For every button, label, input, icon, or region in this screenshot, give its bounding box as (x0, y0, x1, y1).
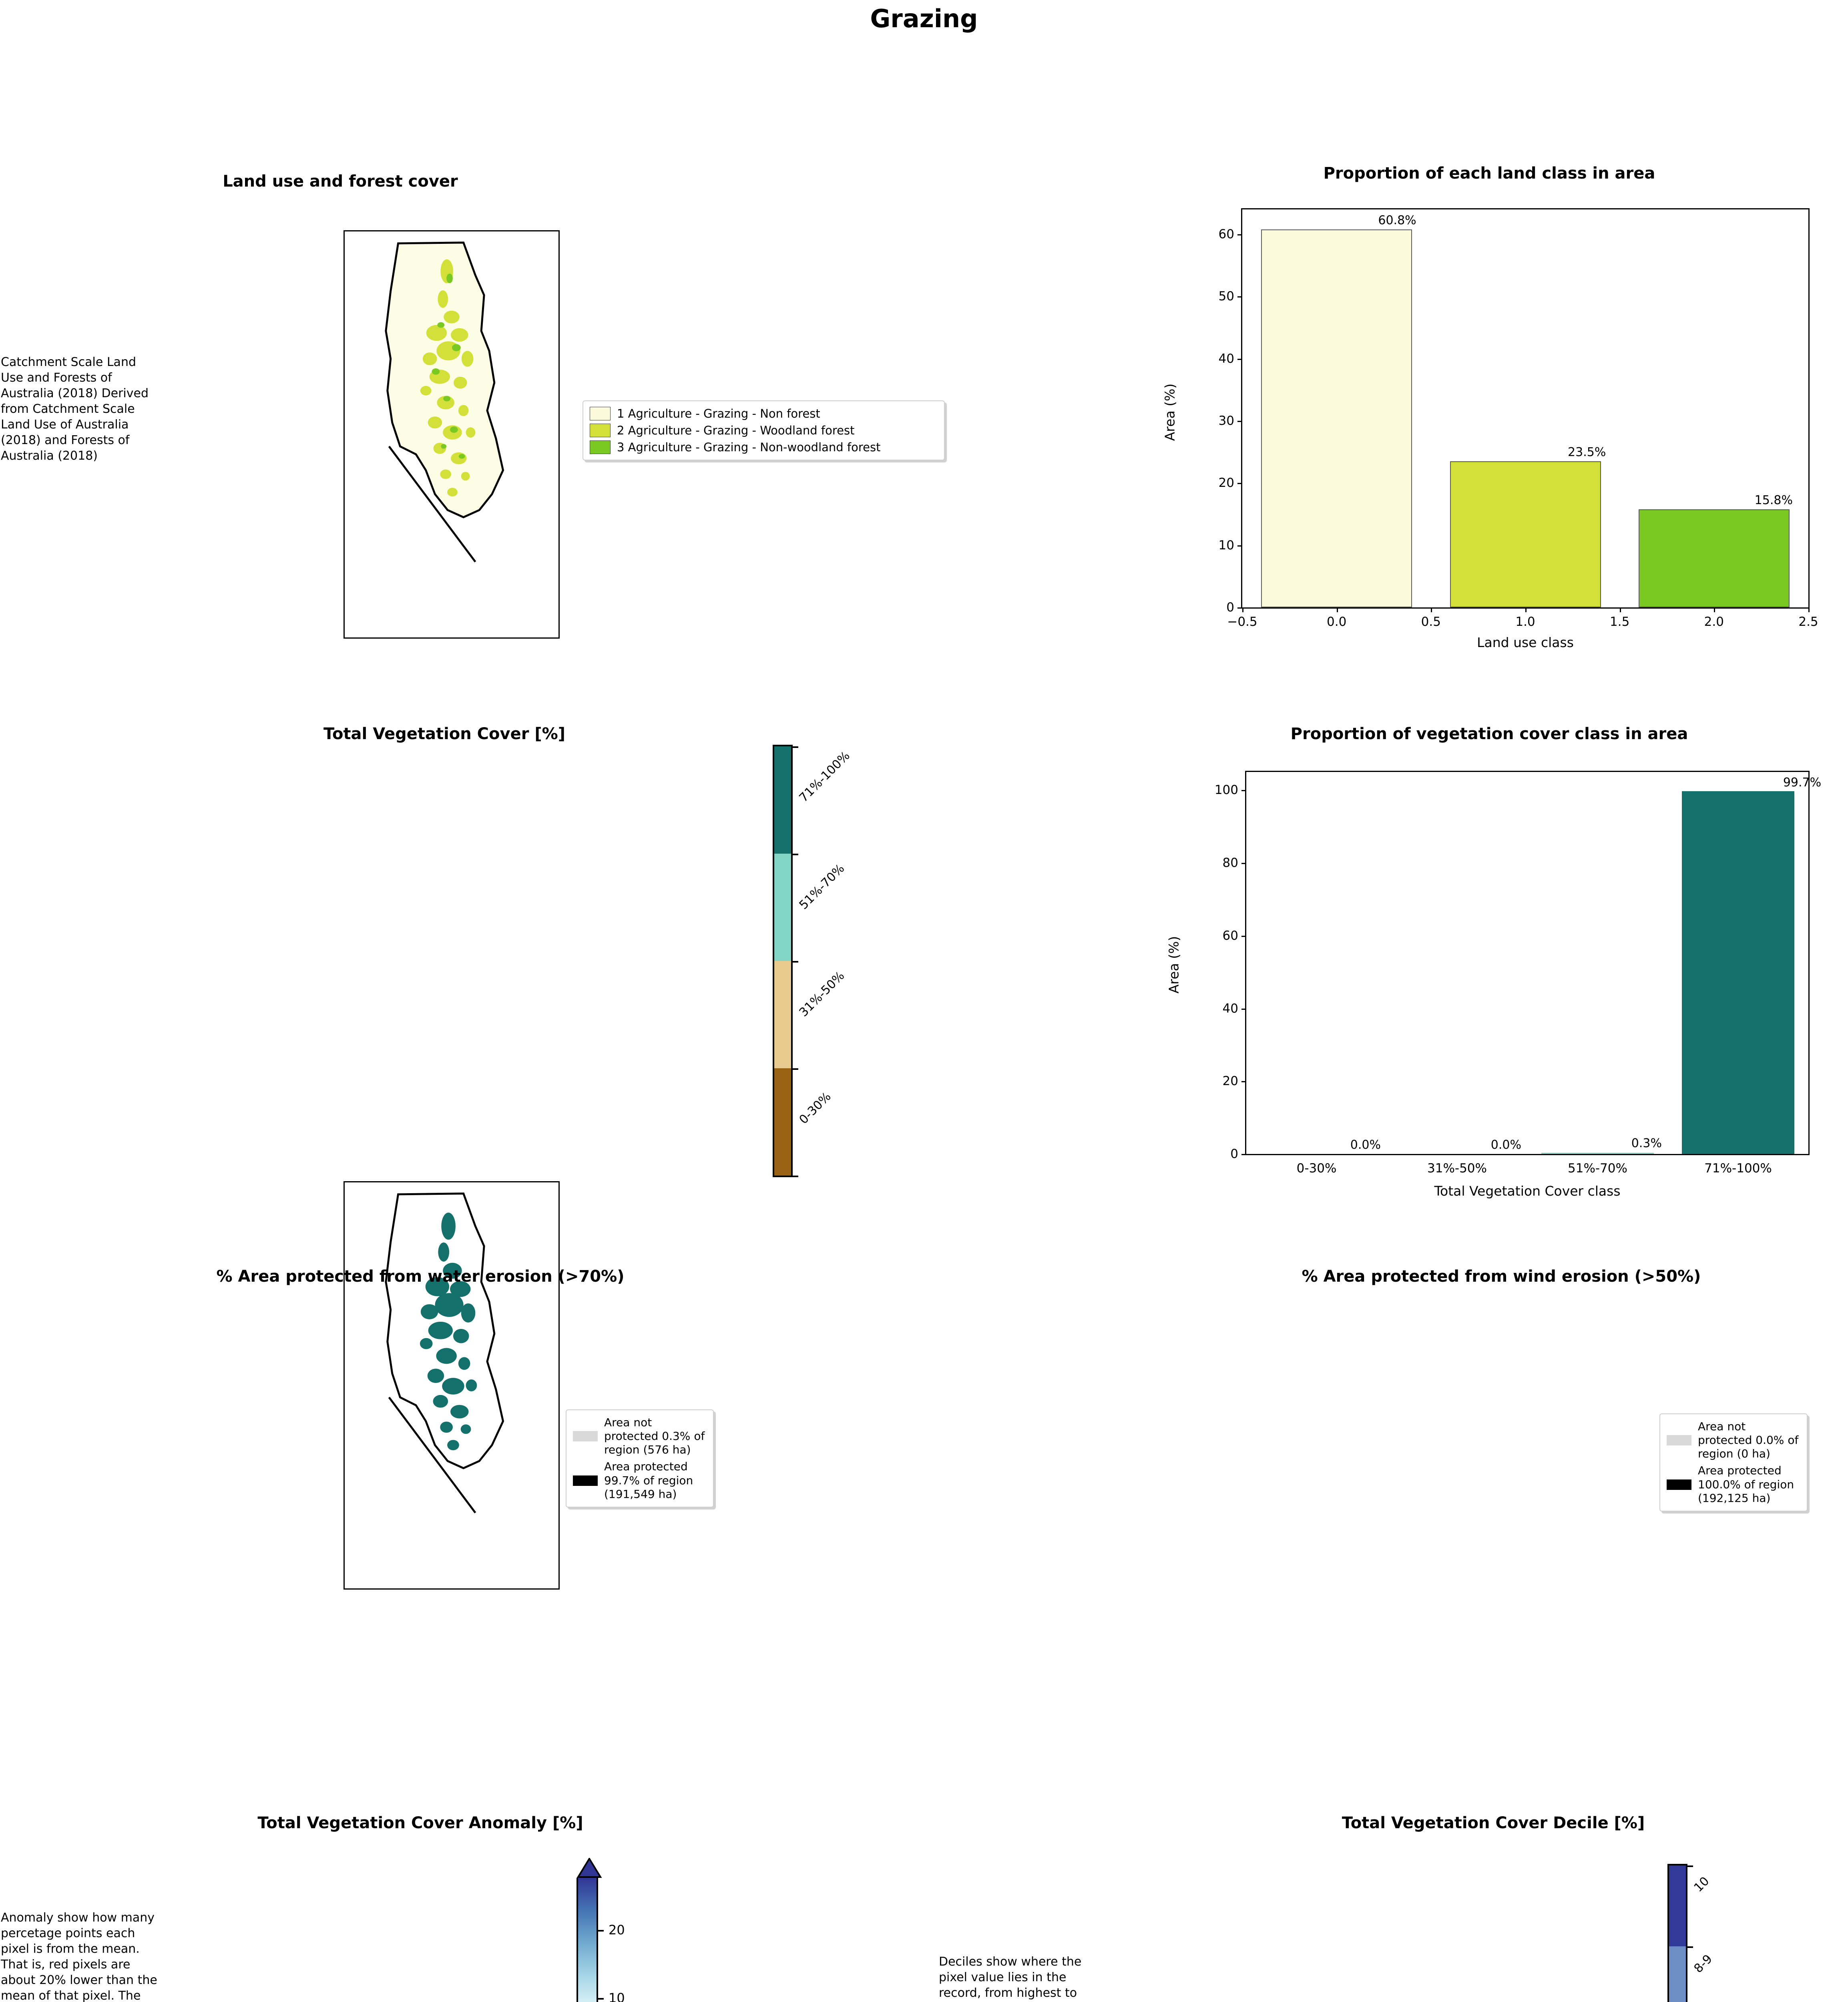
anomaly-colorbar: 20 10 0 −10 −20 (576, 1858, 625, 2002)
bar-label: 0.3% (1631, 1136, 1662, 1151)
legend-swatch-not-protected (1667, 1435, 1691, 1446)
colorbar-label: 31%-50% (796, 969, 848, 1020)
landclass-bar-chart: Proportion of each land class in area 0 … (1153, 164, 1826, 665)
anomaly-title: Total Vegetation Cover Anomaly [%] (257, 1814, 583, 1832)
x-tick-label: 0-30% (1296, 1161, 1337, 1176)
legend-swatch-nonwoodland (590, 440, 611, 454)
x-tick-label: 71%-100% (1704, 1161, 1772, 1176)
y-tick-label: 0 (1230, 1147, 1238, 1161)
y-tick-label: 50 (1218, 289, 1234, 304)
x-tick-label: 31%-50% (1427, 1161, 1487, 1176)
bar-landclass-2[interactable] (1638, 509, 1790, 607)
veg-cover-map-graphic (385, 1192, 504, 1514)
veg-cover-map-title: Total Vegetation Cover [%] (323, 725, 566, 743)
colorbar-tick-label: 10 (609, 1990, 625, 2002)
decile-title: Total Vegetation Cover Decile [%] (1342, 1814, 1645, 1832)
chart-title: Proportion of vegetation cover class in … (1290, 725, 1688, 743)
x-tick-label: 1.0 (1515, 615, 1535, 629)
anomaly-help-note: Anomaly show how many percetage points e… (1, 1911, 157, 2002)
legend-item: 3 Agriculture - Grazing - Non-woodland f… (590, 440, 938, 454)
legend-item: 2 Agriculture - Grazing - Woodland fores… (590, 424, 938, 437)
y-tick-label: 40 (1218, 351, 1234, 366)
colorbar-label: 8-9 (1691, 1952, 1715, 1976)
y-tick-label: 0 (1226, 600, 1234, 615)
colorbar-label: 71%-100% (796, 749, 853, 805)
x-tick-label: 1.5 (1610, 615, 1630, 629)
legend-item: Area not protected 0.0% of region (0 ha) (1667, 1420, 1800, 1461)
legend-swatch-nonforest (590, 407, 611, 420)
water-erosion-legend: Area not protected 0.3% of region (576 h… (566, 1409, 714, 1508)
y-axis-label: Area (%) (1166, 936, 1182, 994)
colorbar-label: 0-30% (796, 1089, 834, 1127)
bar-vegclass-2[interactable] (1541, 1153, 1654, 1154)
x-tick-label: 0.5 (1421, 615, 1441, 629)
x-tick-label: 2.0 (1704, 615, 1724, 629)
legend-swatch-woodland (590, 424, 611, 437)
x-axis-label: Land use class (1477, 635, 1574, 650)
legend-swatch-not-protected (573, 1431, 598, 1442)
landuse-source-note: Catchment Scale Land Use and Forests of … (1, 355, 149, 463)
bar-label: 0.0% (1350, 1138, 1381, 1152)
landclass-plot-area: 0 10 20 30 40 50 60 −0.5 0.0 0.5 1.0 1.5… (1219, 208, 1818, 629)
colorbar-extend-top (576, 1858, 602, 1878)
legend-label: Area protected 100.0% of region (192,125… (1698, 1464, 1794, 1505)
y-tick-label: 40 (1222, 1001, 1238, 1016)
wind-erosion-legend: Area not protected 0.0% of region (0 ha)… (1659, 1413, 1808, 1512)
legend-label: 2 Agriculture - Grazing - Woodland fores… (617, 423, 855, 437)
bar-label: 99.7% (1783, 775, 1822, 790)
legend-swatch-protected (1667, 1479, 1691, 1490)
legend-item: Area protected 99.7% of region (191,549 … (573, 1460, 707, 1501)
landuse-map[interactable] (343, 230, 560, 639)
bar-vegclass-3[interactable] (1682, 791, 1794, 1154)
legend-item: Area not protected 0.3% of region (576 h… (573, 1416, 707, 1457)
page-title: Grazing (870, 4, 978, 33)
legend-label: Area protected 99.7% of region (191,549 … (604, 1460, 693, 1501)
landuse-map-graphic (385, 241, 504, 563)
x-tick-label: −0.5 (1227, 615, 1257, 629)
bar-landclass-0[interactable] (1261, 229, 1412, 607)
chart-title: Proportion of each land class in area (1323, 164, 1655, 183)
colorbar-tick-label: 20 (609, 1922, 625, 1938)
bar-label: 23.5% (1568, 445, 1606, 460)
y-tick-label: 10 (1218, 538, 1234, 553)
y-tick-label: 30 (1218, 414, 1234, 428)
bar-label: 0.0% (1490, 1138, 1521, 1152)
decile-colorbar: 10 8-9 4-7 2-3 1 (1667, 1864, 1715, 2002)
vegclass-plot-area: 0 20 40 60 80 100 0-30% 31%-50% 51%-70% … (1215, 771, 1821, 1176)
y-axis-label: Area (%) (1162, 383, 1178, 441)
legend-label: 1 Agriculture - Grazing - Non forest (617, 406, 820, 420)
water-erosion-title: % Area protected from water erosion (>70… (216, 1267, 625, 1286)
landuse-legend: 1 Agriculture - Grazing - Non forest 2 A… (583, 400, 945, 460)
legend-label: 3 Agriculture - Grazing - Non-woodland f… (617, 440, 881, 454)
bar-landclass-1[interactable] (1450, 461, 1601, 607)
veg-cover-colorbar: 71%-100% 51%-70% 31%-50% 0-30% (773, 745, 853, 1177)
y-tick-label: 80 (1222, 856, 1238, 870)
bar-label: 15.8% (1754, 493, 1793, 507)
y-tick-label: 60 (1222, 928, 1238, 943)
vegclass-bar-chart: Proportion of vegetation cover class in … (1153, 725, 1826, 1225)
x-axis-label: Total Vegetation Cover class (1434, 1183, 1621, 1199)
landuse-map-title: Land use and forest cover (223, 172, 458, 191)
legend-item: Area protected 100.0% of region (192,125… (1667, 1464, 1800, 1505)
y-tick-label: 20 (1222, 1074, 1238, 1089)
veg-cover-map[interactable] (343, 1181, 560, 1590)
y-tick-label: 20 (1218, 476, 1234, 490)
wind-erosion-title: % Area protected from wind erosion (>50%… (1302, 1267, 1701, 1286)
y-tick-label: 60 (1218, 227, 1234, 242)
bar-label: 60.8% (1378, 213, 1416, 227)
legend-item: 1 Agriculture - Grazing - Non forest (590, 407, 938, 420)
colorbar-label: 10 (1691, 1874, 1712, 1895)
legend-label: Area not protected 0.3% of region (576 h… (604, 1416, 705, 1457)
colorbar-label: 51%-70% (796, 861, 848, 913)
y-tick-label: 100 (1214, 783, 1238, 798)
x-tick-label: 0.0 (1327, 615, 1347, 629)
decile-help-note: Deciles show where the pixel value lies … (939, 1955, 1082, 2002)
x-tick-label: 51%-70% (1568, 1161, 1627, 1176)
x-tick-label: 2.5 (1798, 615, 1818, 629)
legend-swatch-protected (573, 1475, 598, 1486)
legend-label: Area not protected 0.0% of region (0 ha) (1698, 1420, 1799, 1461)
